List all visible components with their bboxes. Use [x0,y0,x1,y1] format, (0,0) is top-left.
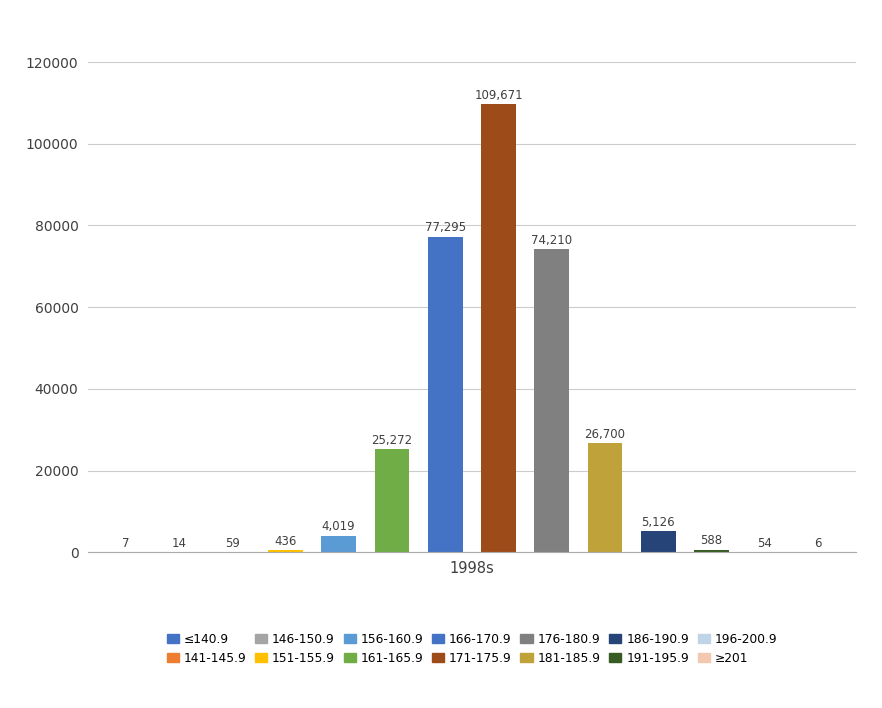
Text: 109,671: 109,671 [475,88,523,102]
Text: 436: 436 [274,535,296,548]
Text: 588: 588 [700,535,722,547]
Bar [694,550,729,552]
Text: 6: 6 [814,537,822,550]
Text: 5,126: 5,126 [641,516,676,529]
Text: 7: 7 [122,537,130,549]
Text: 25,272: 25,272 [371,433,413,447]
Bar [321,536,356,552]
Bar [428,236,462,552]
Text: 54: 54 [758,537,773,549]
Text: 59: 59 [225,537,240,549]
Text: 14: 14 [171,537,186,549]
Bar [641,531,676,552]
Text: 26,700: 26,700 [585,428,625,440]
X-axis label: 1998s: 1998s [450,561,494,576]
Bar [375,449,409,552]
Legend: ≤140.9, 141-145.9, 146-150.9, 151-155.9, 156-160.9, 161-165.9, 166-170.9, 171-17: ≤140.9, 141-145.9, 146-150.9, 151-155.9,… [167,633,777,665]
Bar [534,249,569,552]
Bar [268,550,303,552]
Text: 74,210: 74,210 [531,234,572,246]
Text: 77,295: 77,295 [424,221,466,234]
Bar [587,443,623,552]
Text: 4,019: 4,019 [322,520,355,533]
Bar [482,104,516,552]
